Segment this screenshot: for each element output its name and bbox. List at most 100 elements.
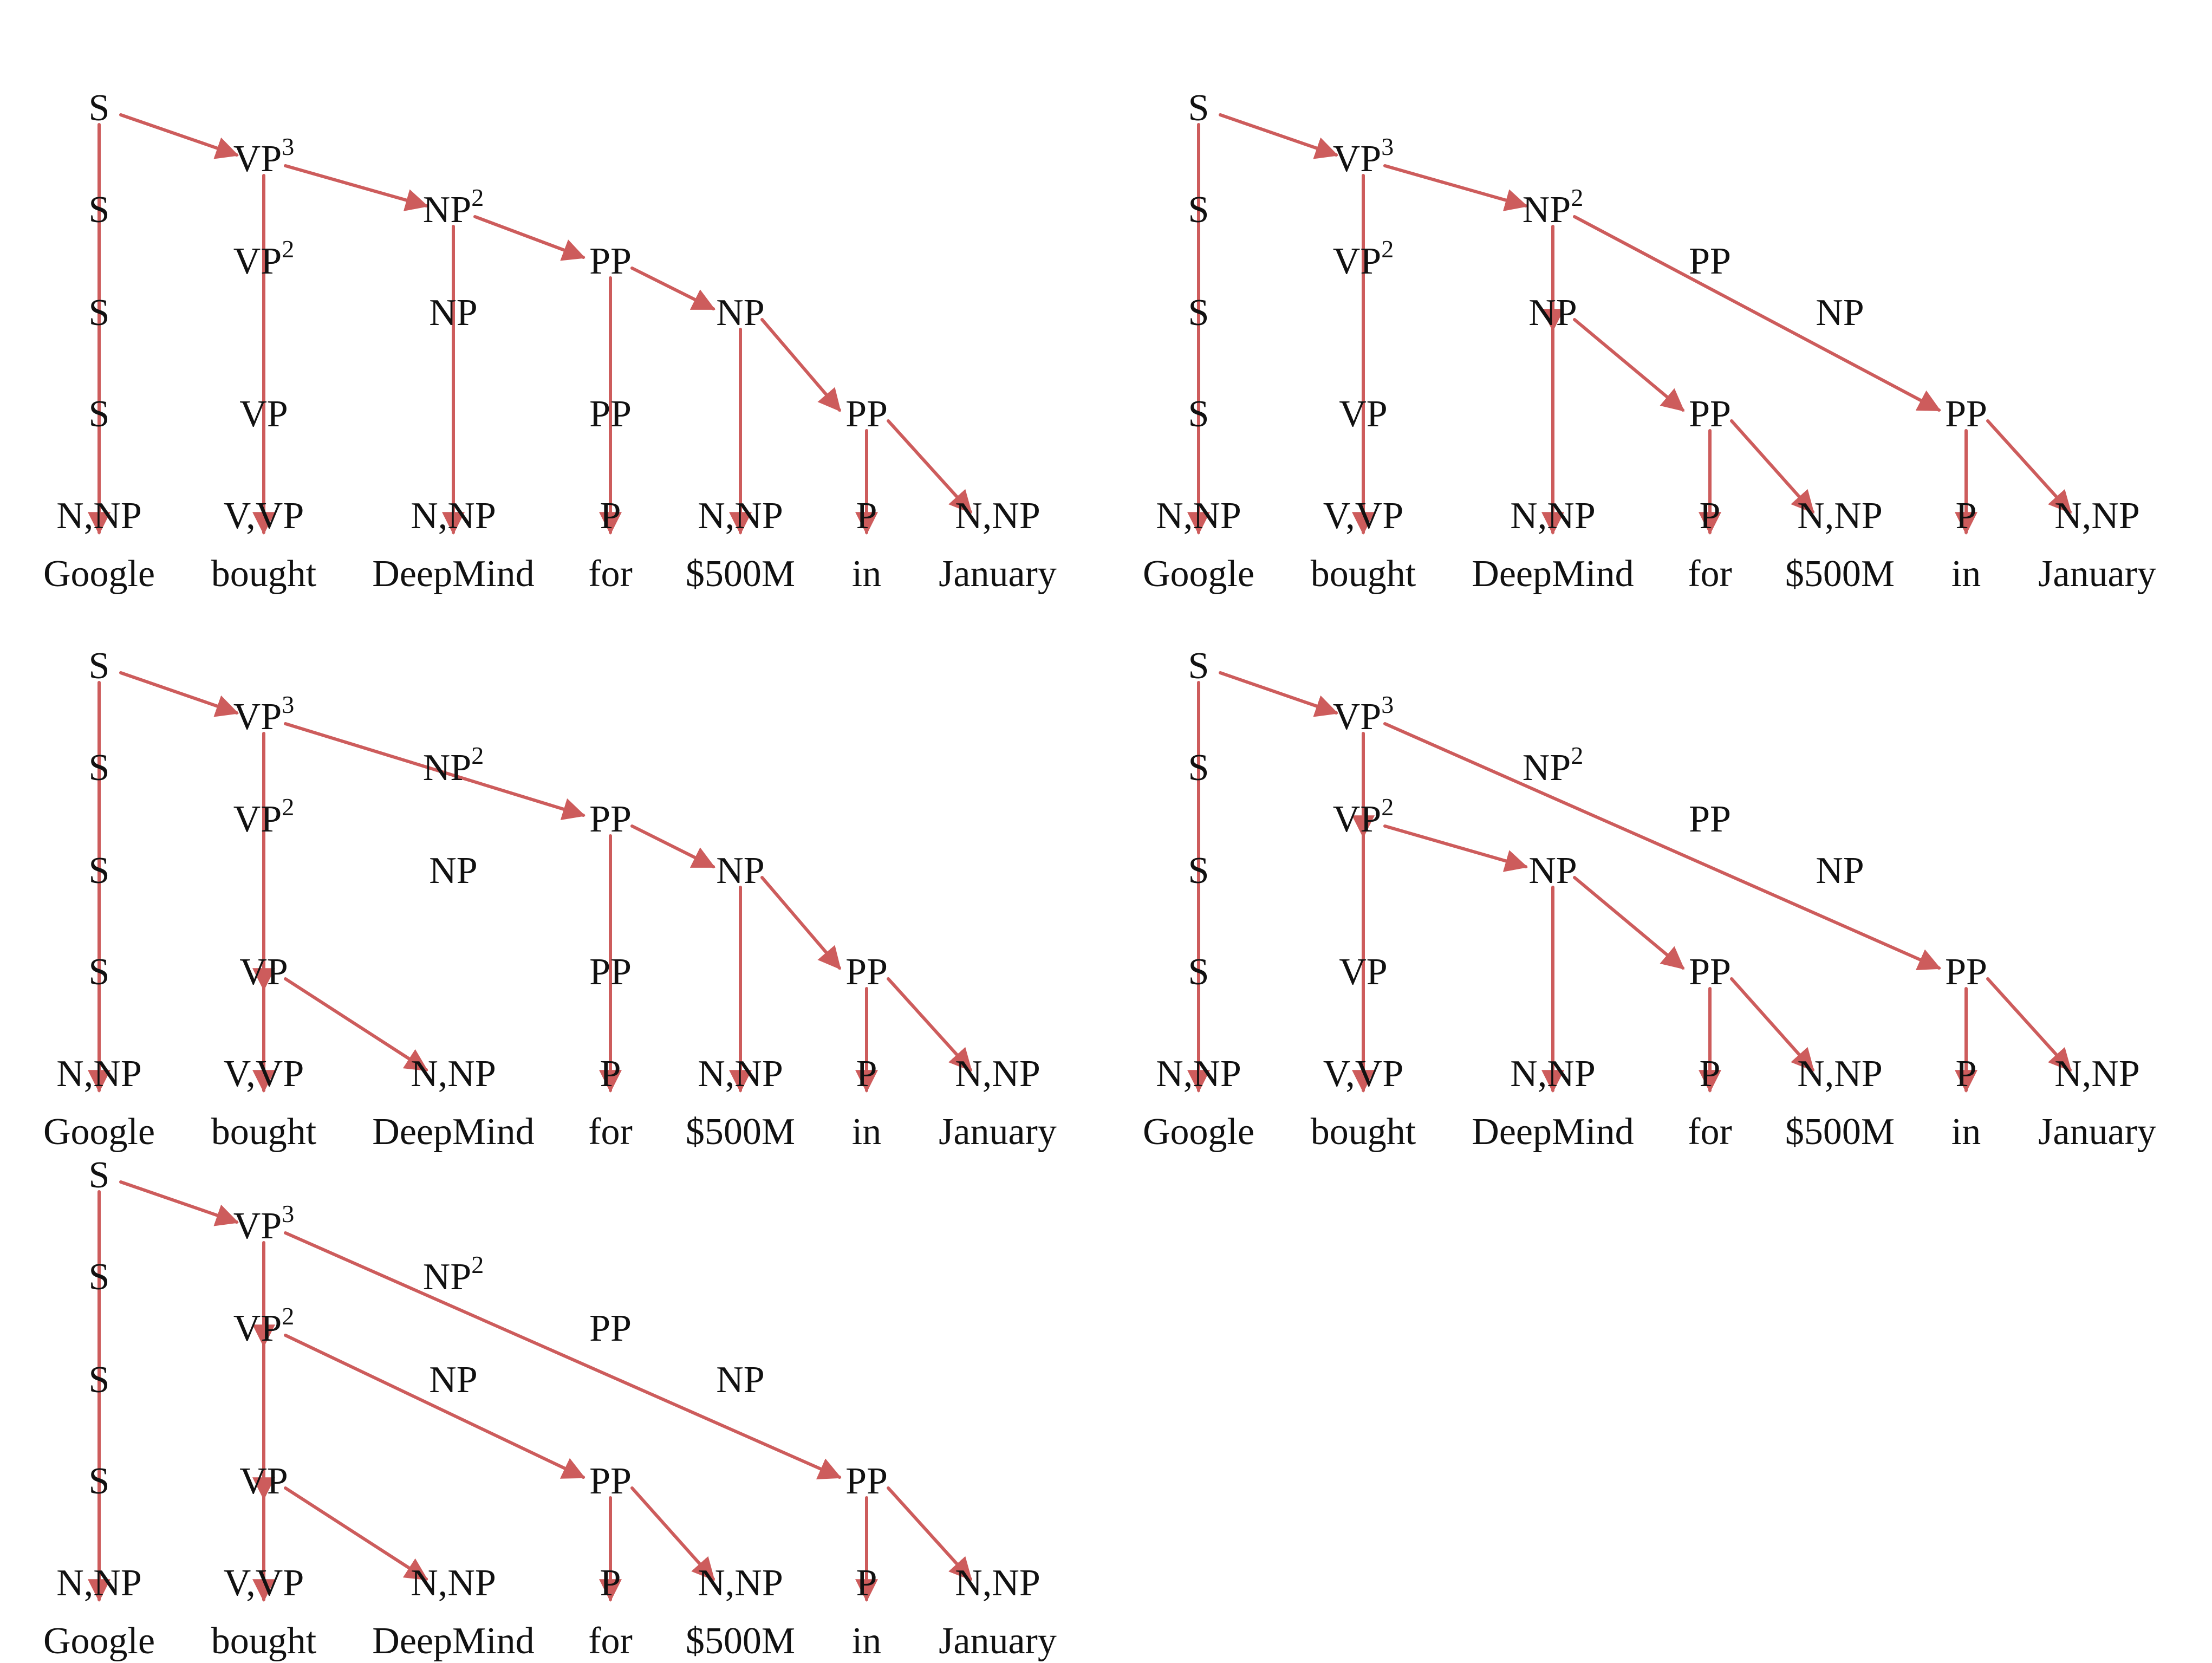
edge-arrow-pp-to-n-np xyxy=(1730,419,1814,514)
node-pp-label: PP xyxy=(589,1463,632,1500)
edge-arrow-s-to-vp3 xyxy=(119,1180,239,1226)
word-google: Google xyxy=(1142,553,1255,595)
word-for: for xyxy=(588,1620,633,1662)
edge-arrow-pp-to-n-np xyxy=(887,419,972,514)
arrow-layer xyxy=(88,113,972,535)
node-n-np-label: N,NP xyxy=(411,1564,496,1602)
node-s-label: S xyxy=(89,953,110,991)
node-symbol: N,NP xyxy=(955,495,1040,537)
node-symbol: P xyxy=(856,495,877,537)
edge-arrow-np-to-pp xyxy=(760,876,841,970)
node-vp-3-label: VP3 xyxy=(233,692,294,736)
word-google: Google xyxy=(43,1111,155,1153)
node-symbol: N,NP xyxy=(411,1053,496,1095)
node-superscript: 2 xyxy=(471,742,484,769)
node-v-vp-label: V,VP xyxy=(1323,497,1404,535)
node-superscript: 2 xyxy=(282,1302,295,1330)
node-symbol: S xyxy=(88,393,110,435)
parse-tree-panel-2: S S S S N,NP VP3 VP2 VP V,VP NP2 NP N,NP PP P N,NP PP NP… xyxy=(1100,0,2199,593)
node-s-label: S xyxy=(89,852,110,890)
edge-arrow-np2-to-pp xyxy=(473,215,585,261)
node-vp-2-label: VP2 xyxy=(1333,237,1394,281)
node-symbol: S xyxy=(88,1359,110,1401)
node-n-np-label: N,NP xyxy=(56,497,142,535)
node-n-np-label: N,NP xyxy=(698,1564,783,1602)
word-january: January xyxy=(939,1111,1057,1153)
node-p-label: P xyxy=(856,1564,877,1602)
node-np-label: NP xyxy=(716,1361,764,1399)
word-january: January xyxy=(939,1620,1057,1662)
node-v-vp-label: V,VP xyxy=(224,1055,304,1093)
node-symbol: PP xyxy=(1689,393,1731,435)
node-superscript: 2 xyxy=(1381,793,1394,821)
node-symbol: NP xyxy=(1528,292,1577,334)
node-symbol: S xyxy=(88,850,110,892)
node-v-vp-label: V,VP xyxy=(224,1564,304,1602)
node-symbol: V,VP xyxy=(1323,1053,1404,1095)
edge-arrow-pp-to-np xyxy=(630,824,715,868)
node-vp-3-label: VP3 xyxy=(233,134,294,178)
node-n-np-label: N,NP xyxy=(2054,1055,2140,1093)
word-in: in xyxy=(851,553,882,595)
node-symbol: N,NP xyxy=(411,495,496,537)
node-p-label: P xyxy=(856,497,877,535)
node-symbol: N,NP xyxy=(2054,1053,2140,1095)
edge-arrow-pp-to-n-np xyxy=(1986,419,2072,514)
node-s-label: S xyxy=(1188,953,1209,991)
edge-arrow-vp3-to-np2 xyxy=(284,164,429,211)
node-np-label: NP xyxy=(429,294,477,332)
node-pp-label: PP xyxy=(1945,953,1987,991)
edge-arrow-np2-to-pp xyxy=(1573,215,1941,412)
word-in: in xyxy=(1951,553,1981,595)
node-np-label: NP xyxy=(1528,294,1577,332)
node-symbol: S xyxy=(1188,87,1209,129)
node-symbol: S xyxy=(88,1460,110,1502)
node-pp-label: PP xyxy=(589,801,632,839)
node-n-np-label: N,NP xyxy=(1156,1055,1241,1093)
node-pp-label: PP xyxy=(589,395,632,433)
node-vp-2-label: VP2 xyxy=(233,237,294,282)
node-n-np-label: N,NP xyxy=(1156,497,1241,535)
node-symbol: VP xyxy=(1332,696,1382,738)
node-symbol: N,NP xyxy=(2054,495,2140,537)
node-superscript: 3 xyxy=(282,133,295,160)
word-deepmind: DeepMind xyxy=(1472,553,1634,595)
word-for: for xyxy=(588,553,633,595)
node-symbol: PP xyxy=(1689,241,1731,282)
node-pp-label: PP xyxy=(589,1310,632,1348)
node-np-2-label: NP2 xyxy=(423,185,484,229)
node-symbol: PP xyxy=(589,393,632,435)
node-symbol: NP xyxy=(716,1359,765,1401)
node-p-label: P xyxy=(1956,497,1977,535)
node-np-label: NP xyxy=(1816,852,1864,890)
edge-arrow-vp-to-n-np xyxy=(284,1486,428,1581)
node-s-label: S xyxy=(1188,395,1209,433)
word-in: in xyxy=(1951,1111,1981,1153)
node-symbol: S xyxy=(1188,951,1209,993)
edge-arrow-pp-to-n-np xyxy=(887,1486,972,1581)
node-symbol: VP xyxy=(233,241,282,282)
node-p-label: P xyxy=(1700,1055,1721,1093)
word-deepmind: DeepMind xyxy=(372,553,535,595)
node-symbol: P xyxy=(1955,1053,1977,1095)
word-500m: $500M xyxy=(1785,553,1895,595)
node-s-label: S xyxy=(1188,647,1209,685)
node-symbol: PP xyxy=(1945,393,1987,435)
node-symbol: N,NP xyxy=(698,1562,783,1604)
node-superscript: 2 xyxy=(282,235,295,263)
node-pp-label: PP xyxy=(1689,953,1731,991)
node-np-label: NP xyxy=(429,852,477,890)
node-symbol: NP xyxy=(1816,850,1864,892)
node-n-np-label: N,NP xyxy=(955,497,1040,535)
word-in: in xyxy=(851,1620,882,1662)
node-symbol: S xyxy=(88,189,110,231)
node-symbol: S xyxy=(88,951,110,993)
edge-arrow-np-to-pp xyxy=(1573,876,1685,970)
node-np-label: NP xyxy=(716,294,764,332)
node-symbol: VP xyxy=(1339,951,1388,993)
word-google: Google xyxy=(43,1620,155,1662)
node-n-np-label: N,NP xyxy=(1510,497,1596,535)
node-n-np-label: N,NP xyxy=(1797,497,1883,535)
node-vp-3-label: VP3 xyxy=(1332,692,1394,738)
edge-arrow-np-to-pp xyxy=(760,318,841,412)
